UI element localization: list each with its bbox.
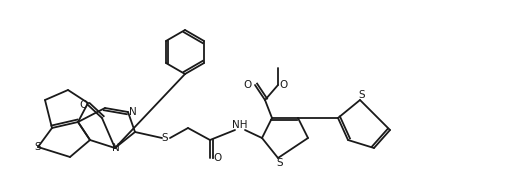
Text: S: S (359, 90, 365, 100)
Text: O: O (244, 80, 252, 90)
Text: O: O (79, 100, 87, 110)
Text: N: N (129, 107, 137, 117)
Text: O: O (279, 80, 287, 90)
Text: NH: NH (232, 120, 248, 130)
Text: N: N (112, 143, 120, 153)
Text: S: S (277, 158, 283, 168)
Text: O: O (213, 153, 221, 163)
Text: S: S (34, 142, 41, 152)
Text: S: S (162, 133, 168, 143)
